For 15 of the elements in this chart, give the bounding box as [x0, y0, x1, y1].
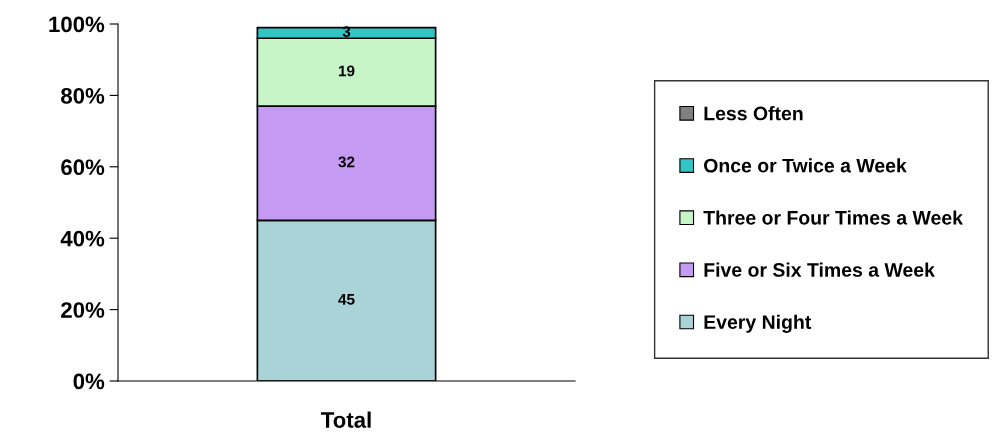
legend-label: Five or Six Times a Week — [704, 262, 935, 277]
x-tick-label: Total — [321, 411, 371, 428]
y-tick-label: 80% — [61, 87, 105, 104]
legend-label: Every Night — [704, 314, 812, 333]
data-label: 32 — [338, 156, 355, 168]
y-tick-label: 40% — [60, 230, 105, 247]
y-tick-label: 0% — [73, 373, 105, 390]
y-tick-label: 60% — [61, 159, 105, 176]
data-label: 45 — [338, 294, 355, 305]
legend-label: Once or Twice a Week — [704, 158, 907, 173]
data-label: 19 — [338, 65, 355, 77]
legend-label: Three or Four Times a Week — [703, 210, 963, 225]
y-tick-label: 100% — [49, 16, 105, 33]
legend-label: Less Often — [704, 106, 803, 121]
y-tick-label: 20% — [61, 302, 105, 318]
